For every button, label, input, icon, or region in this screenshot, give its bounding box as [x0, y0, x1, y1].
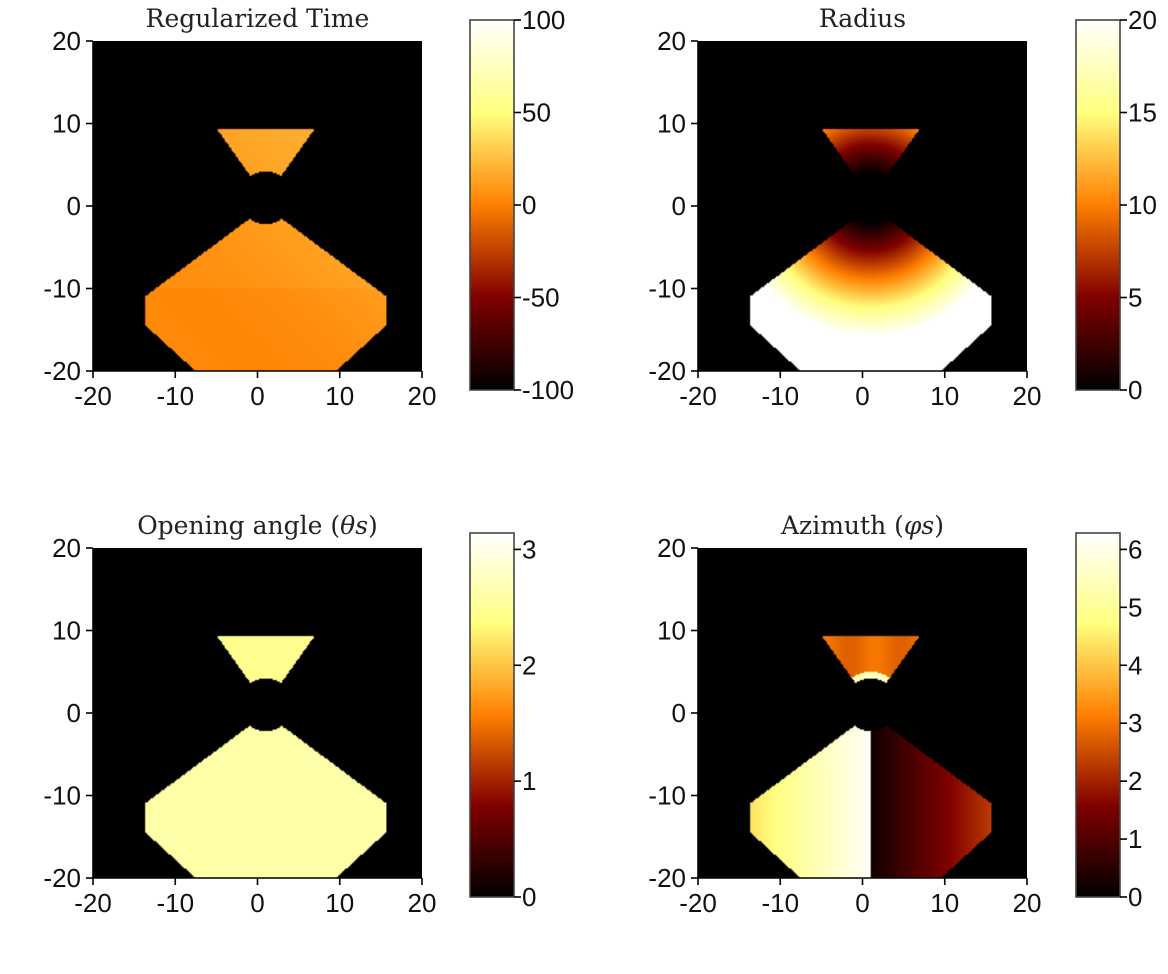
- x-tick-label: 10: [325, 888, 354, 918]
- colorbar-tick-label: 0: [522, 190, 536, 220]
- colorbar-tick-label: -100: [522, 375, 574, 405]
- y-tick-label: -10: [648, 274, 686, 304]
- x-tick-label: 0: [250, 888, 264, 918]
- colorbar-tick-label: 5: [1128, 283, 1142, 313]
- x-tick-label: 10: [930, 381, 959, 411]
- y-tick-label: -20: [648, 356, 686, 386]
- colorbar-tick-label: 6: [1128, 534, 1142, 564]
- y-tick-label: 10: [657, 616, 686, 646]
- y-tick-label: -10: [43, 274, 81, 304]
- panel-title: Radius: [819, 4, 906, 33]
- colorbar-tick-label: 1: [522, 766, 536, 796]
- panel-title-close: ): [368, 511, 378, 540]
- y-tick-label: -20: [648, 863, 686, 893]
- x-tick-label: 20: [408, 381, 437, 411]
- heatmap-image: [93, 41, 422, 371]
- colorbar-tick-label: 4: [1128, 650, 1142, 680]
- heatmap-image: [698, 41, 1027, 371]
- panel-3: Opening angle (θs)-20 -10 0 10 20-20-1001020…: [43, 511, 536, 918]
- x-tick-label: -10: [156, 888, 194, 918]
- x-tick-label: -10: [761, 888, 799, 918]
- panel-title: Regularized Time: [146, 4, 370, 33]
- x-tick-label: 20: [1013, 381, 1042, 411]
- colorbar-tick-label: 20: [1128, 5, 1157, 35]
- x-tick-label: -20: [679, 888, 717, 918]
- y-tick-label: 20: [52, 26, 81, 56]
- x-tick-label: -10: [761, 381, 799, 411]
- x-tick-label: 20: [408, 888, 437, 918]
- panel-title-close: ): [934, 511, 944, 540]
- panel-4: Azimuth (φs) -20 -10 0 10 20 -20 -10 0 10 20 0 1 2 3 4 5…: [648, 511, 1142, 918]
- x-tick-label: -10: [156, 381, 194, 411]
- x-tick-label: 10: [930, 888, 959, 918]
- y-tick-label: 0: [67, 191, 81, 221]
- y-tick-label: 0: [672, 698, 686, 728]
- y-tick-label: -10: [648, 781, 686, 811]
- y-tick-label: -20: [43, 356, 81, 386]
- colorbar-tick-label: 3: [522, 534, 536, 564]
- colorbar-tick-label: 2: [522, 650, 536, 680]
- colorbar-tick-label: 0: [1128, 882, 1142, 912]
- panel-title: Azimuth (φs): [780, 511, 944, 540]
- colorbar-tick-label: 2: [1128, 766, 1142, 796]
- x-tick-label: 0: [855, 381, 869, 411]
- colorbar-tick-label: 15: [1128, 98, 1157, 128]
- colorbar-tick-label: 10: [1128, 190, 1157, 220]
- heatmap-image: [698, 548, 1027, 878]
- x-tick-label: 0: [250, 381, 264, 411]
- colorbar-tick-label: -50: [522, 283, 560, 313]
- panel-title-text: Opening angle (: [137, 511, 340, 540]
- colorbar: [470, 20, 514, 390]
- panel-title-text: Regularized Time: [146, 4, 370, 33]
- x-tick-label: -20: [679, 381, 717, 411]
- panel-title: Opening angle (θs): [137, 511, 378, 540]
- panel-1: Regularized Time-20 -10 0 10 20-20-1001020-1…: [43, 4, 574, 411]
- colorbar-tick-label: 5: [1128, 592, 1142, 622]
- panel-title-math: θs: [340, 511, 368, 540]
- colorbar-tick-label: 50: [522, 98, 551, 128]
- y-tick-label: 10: [52, 109, 81, 139]
- y-tick-label: 10: [657, 109, 686, 139]
- panel-title-text: Azimuth (: [780, 511, 904, 540]
- y-tick-label: 20: [657, 26, 686, 56]
- y-tick-label: -10: [43, 781, 81, 811]
- y-tick-label: 20: [52, 533, 81, 563]
- y-tick-label: 20: [657, 533, 686, 563]
- colorbar-tick-label: 1: [1128, 824, 1142, 854]
- y-tick-label: 0: [67, 698, 81, 728]
- panel-title-text: Radius: [819, 4, 906, 33]
- panel-2: Radius -20 -10 0 10 20 -20 -10 0 10 20 0 5 10 15 20: [648, 4, 1157, 411]
- x-tick-label: 10: [325, 381, 354, 411]
- x-tick-label: 20: [1013, 888, 1042, 918]
- colorbar: [470, 533, 514, 897]
- colorbar: [1076, 20, 1120, 390]
- panel-title-math: φs: [904, 511, 934, 540]
- x-tick-label: 0: [855, 888, 869, 918]
- colorbar-tick-label: 100: [522, 5, 565, 35]
- y-tick-label: 0: [672, 191, 686, 221]
- colorbar-frame: [469, 532, 515, 898]
- colorbar-tick-label: 3: [1128, 708, 1142, 738]
- colorbar-tick-label: 0: [1128, 375, 1142, 405]
- y-tick-label: -20: [43, 863, 81, 893]
- colorbar-frame: [1075, 532, 1121, 898]
- x-tick-label: -20: [74, 381, 112, 411]
- y-tick-label: 10: [52, 616, 81, 646]
- x-tick-label: -20: [74, 888, 112, 918]
- colorbar: [1076, 533, 1120, 897]
- heatmap-image: [93, 548, 422, 878]
- colorbar-tick-label: 0: [522, 882, 536, 912]
